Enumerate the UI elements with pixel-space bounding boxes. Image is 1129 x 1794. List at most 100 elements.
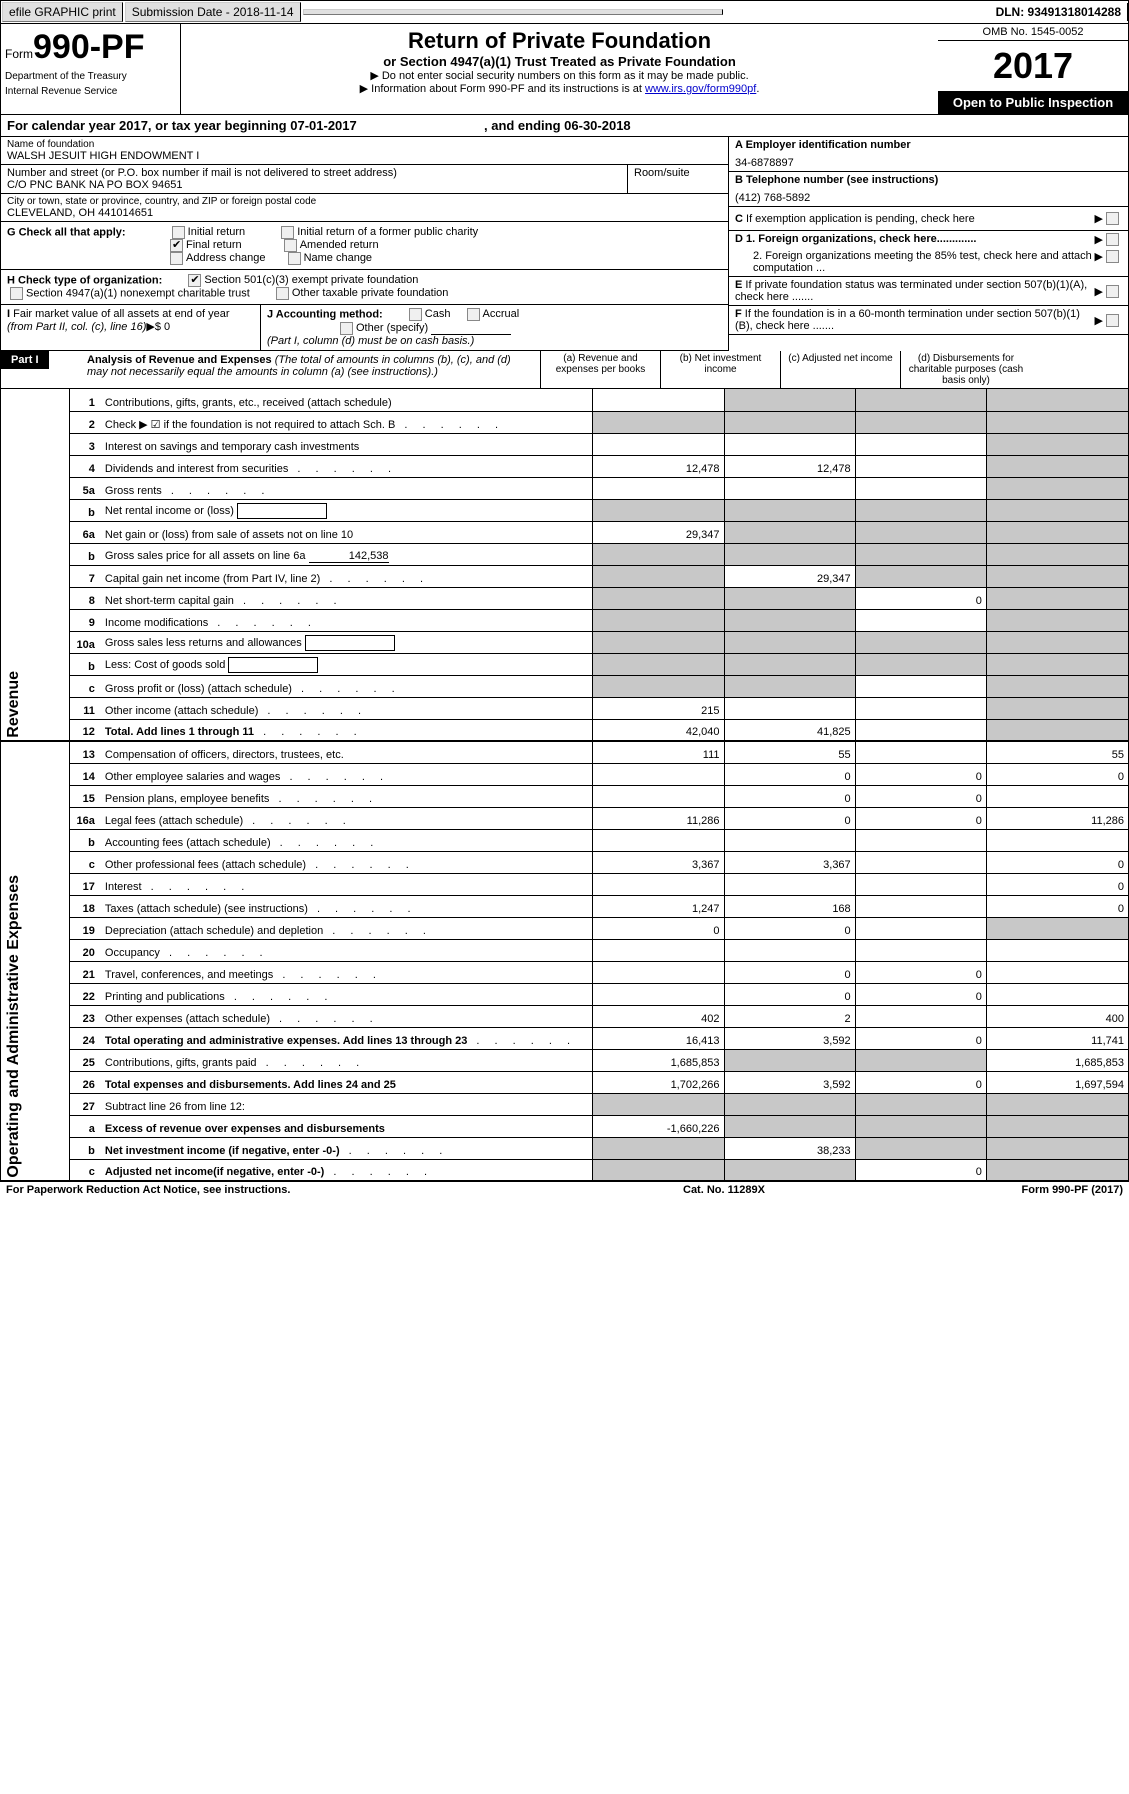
line-number: 13 (69, 741, 101, 763)
line-number: b (69, 499, 101, 521)
amount-cell (724, 1049, 855, 1071)
line-desc: Net rental income or (loss) (101, 499, 593, 521)
line-number: 16a (69, 807, 101, 829)
amount-cell (855, 499, 986, 521)
amount-cell (724, 543, 855, 565)
amount-cell: 0 (855, 961, 986, 983)
amount-cell: 41,825 (724, 719, 855, 741)
f-termination-cell: F If the foundation is in a 60-month ter… (729, 306, 1128, 335)
line-desc: Dividends and interest from securities .… (101, 455, 593, 477)
amount-cell (724, 1093, 855, 1115)
line-number: 6a (69, 521, 101, 543)
other-taxable-checkbox[interactable] (276, 287, 289, 300)
amount-cell: 0 (855, 587, 986, 609)
amount-cell (986, 411, 1128, 433)
amount-cell (986, 521, 1128, 543)
line-number: 3 (69, 433, 101, 455)
address-change-checkbox[interactable] (170, 252, 183, 265)
g-check-row: G Check all that apply: Initial return I… (1, 222, 728, 270)
initial-return-former-checkbox[interactable] (281, 226, 294, 239)
amount-cell (986, 1115, 1128, 1137)
table-row: bLess: Cost of goods sold (1, 653, 1129, 675)
table-row: 16aLegal fees (attach schedule) . . . . … (1, 807, 1129, 829)
amount-cell (593, 411, 724, 433)
501c3-checkbox[interactable] (188, 274, 201, 287)
name-change-checkbox[interactable] (288, 252, 301, 265)
amount-cell (724, 697, 855, 719)
final-return-checkbox[interactable] (170, 239, 183, 252)
calendar-year-row: For calendar year 2017, or tax year begi… (0, 115, 1129, 137)
line-desc: Gross sales less returns and allowances (101, 631, 593, 653)
amount-cell (593, 477, 724, 499)
dept-treasury: Department of the Treasury (5, 71, 176, 82)
line-desc: Other professional fees (attach schedule… (101, 851, 593, 873)
line-desc: Interest on savings and temporary cash i… (101, 433, 593, 455)
line-desc: Net gain or (loss) from sale of assets n… (101, 521, 593, 543)
table-row: 14Other employee salaries and wages . . … (1, 763, 1129, 785)
amount-cell: 38,233 (724, 1137, 855, 1159)
other-specify-checkbox[interactable] (340, 322, 353, 335)
d1-checkbox[interactable] (1106, 233, 1119, 246)
amount-cell (724, 873, 855, 895)
table-row: cGross profit or (loss) (attach schedule… (1, 675, 1129, 697)
amount-cell (593, 939, 724, 961)
amended-return-checkbox[interactable] (284, 239, 297, 252)
table-row: 2Check ▶ ☑ if the foundation is not requ… (1, 411, 1129, 433)
d2-checkbox[interactable] (1106, 250, 1119, 263)
amount-cell (593, 433, 724, 455)
amount-cell: 0 (855, 807, 986, 829)
4947-checkbox[interactable] (10, 287, 23, 300)
amount-cell (593, 543, 724, 565)
info-note: ▶ Information about Form 990-PF and its … (360, 83, 645, 95)
amount-cell: 0 (986, 763, 1128, 785)
form-subtitle: or Section 4947(a)(1) Trust Treated as P… (189, 54, 930, 69)
line-desc: Gross profit or (loss) (attach schedule)… (101, 675, 593, 697)
amount-cell (855, 433, 986, 455)
line-number: 24 (69, 1027, 101, 1049)
line-number: b (69, 1137, 101, 1159)
table-row: 6aNet gain or (loss) from sale of assets… (1, 521, 1129, 543)
amount-cell (593, 389, 724, 411)
table-row: 27Subtract line 26 from line 12: (1, 1093, 1129, 1115)
amount-cell: 3,592 (724, 1071, 855, 1093)
table-row: 8Net short-term capital gain . . . . . .… (1, 587, 1129, 609)
amount-cell: 12,478 (593, 455, 724, 477)
e-terminated-cell: E If private foundation status was termi… (729, 277, 1128, 306)
initial-return-checkbox[interactable] (172, 226, 185, 239)
table-row: 24Total operating and administrative exp… (1, 1027, 1129, 1049)
line-number: 19 (69, 917, 101, 939)
e-checkbox[interactable] (1106, 285, 1119, 298)
cash-checkbox[interactable] (409, 308, 422, 321)
table-row: 26Total expenses and disbursements. Add … (1, 1071, 1129, 1093)
amount-cell (986, 389, 1128, 411)
amount-cell (593, 609, 724, 631)
irs-link[interactable]: www.irs.gov/form990pf (645, 83, 756, 95)
spacer (303, 9, 723, 15)
amount-cell (986, 433, 1128, 455)
amount-cell (855, 873, 986, 895)
f-checkbox[interactable] (1106, 314, 1119, 327)
form-title: Return of Private Foundation (189, 28, 930, 54)
amount-cell (593, 829, 724, 851)
accrual-checkbox[interactable] (467, 308, 480, 321)
amount-cell: 168 (724, 895, 855, 917)
i-fair-market: I Fair market value of all assets at end… (1, 305, 261, 350)
telephone-cell: B Telephone number (see instructions) (4… (729, 172, 1128, 207)
table-row: Revenue1Contributions, gifts, grants, et… (1, 389, 1129, 411)
catalog-number: Cat. No. 11289X (683, 1184, 943, 1196)
line-desc: Check ▶ ☑ if the foundation is not requi… (101, 411, 593, 433)
efile-print-button[interactable]: efile GRAPHIC print (2, 2, 123, 22)
line-desc: Interest . . . . . . (101, 873, 593, 895)
amount-cell (593, 1137, 724, 1159)
line-desc: Accounting fees (attach schedule) . . . … (101, 829, 593, 851)
amount-cell (593, 1159, 724, 1181)
amount-cell (986, 1159, 1128, 1181)
amount-cell: 1,247 (593, 895, 724, 917)
line-number: b (69, 543, 101, 565)
part1-header-row: Part I Analysis of Revenue and Expenses … (0, 351, 1129, 389)
j-accounting: J Accounting method: Cash Accrual Other … (261, 305, 728, 350)
table-row: 12Total. Add lines 1 through 11 . . . . … (1, 719, 1129, 741)
line-desc: Total. Add lines 1 through 11 . . . . . … (101, 719, 593, 741)
line-number: 25 (69, 1049, 101, 1071)
c-checkbox[interactable] (1106, 212, 1119, 225)
